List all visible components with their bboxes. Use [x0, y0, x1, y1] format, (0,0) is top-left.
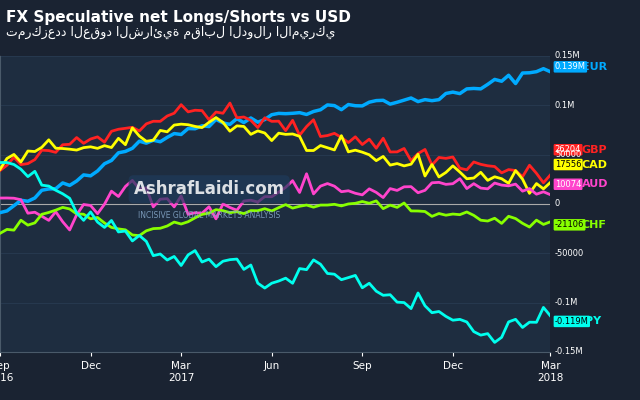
- Text: -21106: -21106: [555, 220, 584, 229]
- Text: -50000: -50000: [555, 249, 584, 258]
- Text: تمركزعدد العقود الشرائية مقابل الدولار الاميركي: تمركزعدد العقود الشرائية مقابل الدولار ا…: [6, 26, 336, 39]
- Text: INCISIVE GLOBAL MARKETS ANALYSIS: INCISIVE GLOBAL MARKETS ANALYSIS: [138, 211, 280, 220]
- Text: -0.1M: -0.1M: [555, 298, 579, 307]
- Text: EUR: EUR: [582, 62, 607, 72]
- Text: AUD: AUD: [582, 179, 608, 189]
- Text: FX Speculative net Longs/Shorts vs USD: FX Speculative net Longs/Shorts vs USD: [6, 10, 351, 25]
- Text: 0.15M: 0.15M: [555, 52, 580, 60]
- Text: 0: 0: [555, 200, 560, 208]
- Text: AshrafLaidi.com: AshrafLaidi.com: [134, 180, 285, 198]
- Text: 17556: 17556: [555, 160, 581, 169]
- Text: -0.15M: -0.15M: [555, 348, 584, 356]
- Text: 0.1M: 0.1M: [555, 101, 575, 110]
- Text: -0.119M: -0.119M: [555, 317, 589, 326]
- Text: 50000: 50000: [555, 150, 581, 159]
- Text: 10074: 10074: [555, 180, 581, 189]
- Text: JPY: JPY: [582, 316, 602, 326]
- Text: 26204: 26204: [555, 145, 581, 154]
- Text: 0.139M: 0.139M: [555, 62, 586, 71]
- Text: CHF: CHF: [582, 220, 607, 230]
- Text: CAD: CAD: [582, 160, 608, 170]
- Text: GBP: GBP: [582, 145, 607, 155]
